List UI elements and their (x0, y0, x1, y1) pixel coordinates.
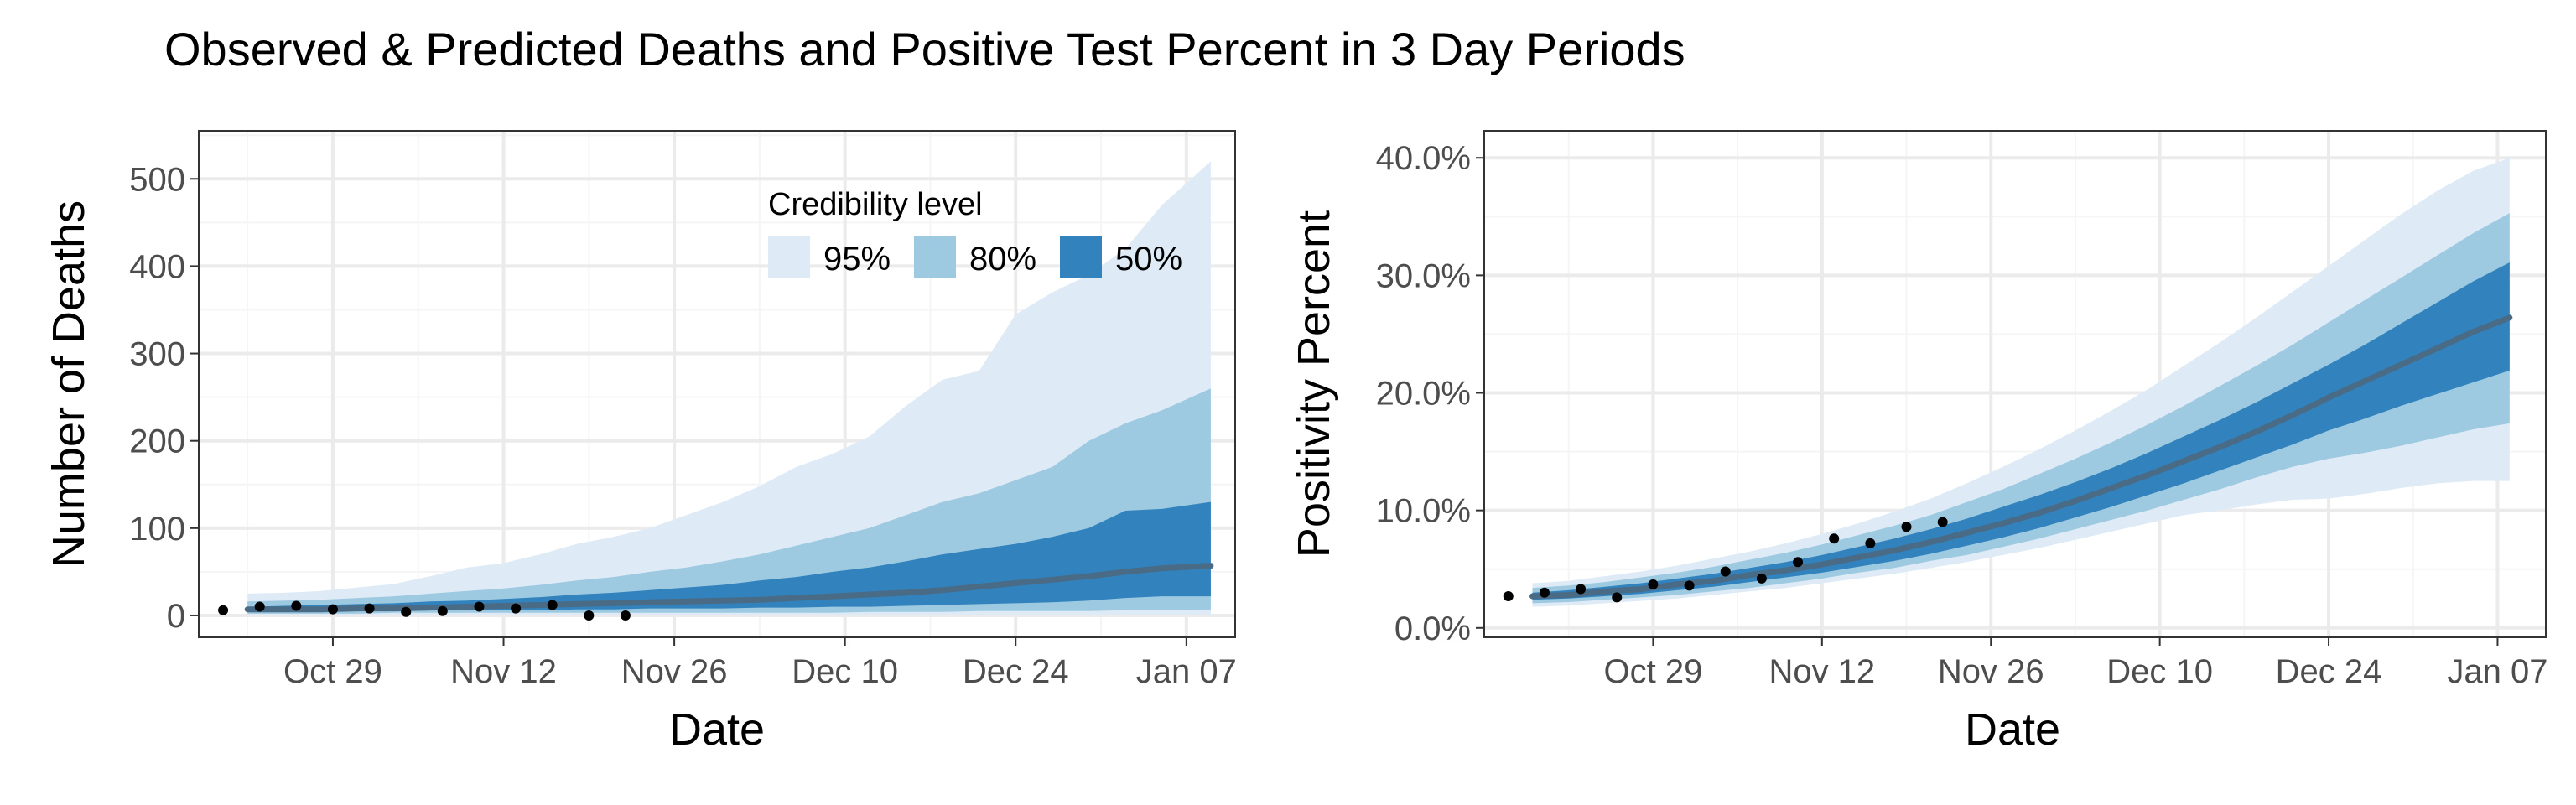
positivity-x-axis: Oct 29 Nov 12 Nov 26 Dec 10 Dec 24 Jan 07 (1603, 637, 2548, 690)
deaths-observed-point (620, 610, 631, 621)
positivity-x-axis-title: Date (1965, 704, 2060, 755)
positivity-observed-points (1503, 517, 1948, 603)
positivity-x-tick-label: Oct 29 (1603, 653, 1702, 690)
deaths-x-tick-label: Jan 07 (1136, 653, 1237, 690)
deaths-y-tick-label: 300 (129, 336, 185, 373)
positivity-y-tick-label: 40.0% (1376, 140, 1471, 177)
positivity-observed-point (1612, 592, 1623, 603)
legend-swatch-50 (1060, 236, 1102, 278)
deaths-observed-point (218, 605, 229, 615)
positivity-observed-point (1829, 533, 1840, 544)
positivity-observed-point (1684, 580, 1695, 591)
deaths-x-tick-label: Oct 29 (283, 653, 382, 690)
positivity-x-tick-label: Nov 26 (1938, 653, 2044, 690)
positivity-y-axis: 0.0% 10.0% 20.0% 30.0% 40.0% (1376, 140, 1484, 647)
deaths-observed-point (511, 603, 522, 614)
positivity-y-axis-title: Positivity Percent (1289, 210, 1339, 558)
deaths-y-tick-label: 0 (167, 598, 185, 635)
deaths-band-50 (247, 501, 1211, 612)
deaths-observed-points (218, 600, 631, 621)
positivity-band-95 (1532, 158, 2510, 607)
positivity-y-tick-label: 20.0% (1376, 376, 1471, 413)
deaths-x-tick-label: Nov 12 (450, 653, 557, 690)
deaths-y-axis: 0 100 200 300 400 500 (129, 161, 199, 635)
deaths-x-tick-label: Nov 26 (621, 653, 728, 690)
positivity-band-50 (1532, 262, 2510, 600)
positivity-median-series (1530, 314, 2513, 600)
positivity-observed-point (1793, 557, 1804, 568)
deaths-y-axis-title: Number of Deaths (44, 200, 94, 568)
deaths-observed-point (401, 606, 412, 617)
deaths-y-tick-label: 400 (129, 248, 185, 285)
positivity-median-line (1530, 314, 2513, 600)
positivity-x-tick-label: Jan 07 (2447, 653, 2547, 690)
deaths-panel-border (198, 130, 1236, 638)
figure-title: Observed & Predicted Deaths and Positive… (164, 23, 1685, 75)
positivity-observed-point (1503, 590, 1514, 601)
deaths-x-axis-title: Date (669, 704, 765, 755)
deaths-observed-point (437, 605, 448, 616)
positivity-y-tick-label: 30.0% (1376, 257, 1471, 294)
deaths-observed-point (474, 601, 485, 612)
deaths-x-axis: Oct 29 Nov 12 Nov 26 Dec 10 Dec 24 Jan 07 (283, 637, 1237, 690)
deaths-x-tick-label: Dec 24 (963, 653, 1069, 690)
positivity-observed-point (1539, 587, 1550, 598)
deaths-credibility-bands (247, 161, 1211, 615)
deaths-observed-point (584, 610, 595, 621)
positivity-observed-point (1648, 579, 1659, 589)
legend-swatch-80 (914, 236, 956, 278)
deaths-y-tick-label: 100 (129, 511, 185, 548)
positivity-observed-point (1937, 517, 1948, 527)
legend: Credibility level 95% 80% 50% (768, 187, 1182, 278)
legend-label-95: 95% (823, 241, 891, 278)
deaths-x-tick-label: Dec 10 (792, 653, 898, 690)
positivity-panel-border (1483, 130, 2547, 638)
positivity-y-tick-label: 0.0% (1394, 610, 1471, 647)
positivity-x-tick-label: Dec 24 (2276, 653, 2382, 690)
positivity-observed-point (1576, 584, 1587, 595)
deaths-y-tick-label: 200 (129, 423, 185, 460)
legend-swatch-95 (768, 236, 810, 278)
legend-title: Credibility level (768, 187, 983, 222)
positivity-y-tick-label: 10.0% (1376, 493, 1471, 530)
positivity-observed-point (1756, 573, 1767, 584)
positivity-credibility-bands (1532, 158, 2510, 607)
positivity-observed-point (1720, 566, 1731, 577)
deaths-observed-point (254, 601, 265, 612)
deaths-observed-point (327, 604, 338, 615)
legend-label-80: 80% (969, 241, 1036, 278)
positivity-x-tick-label: Dec 10 (2106, 653, 2213, 690)
deaths-y-tick-label: 500 (129, 161, 185, 198)
deaths-observed-point (547, 600, 558, 610)
deaths-observed-point (291, 600, 302, 611)
legend-label-50: 50% (1115, 241, 1182, 278)
deaths-panel: 0 100 200 300 400 500 Oct 29 Nov 12 Nov 26 Dec 1… (44, 130, 1237, 755)
positivity-observed-point (1865, 538, 1876, 548)
deaths-observed-point (364, 603, 375, 614)
positivity-observed-point (1901, 522, 1912, 532)
positivity-panel: 0.0% 10.0% 20.0% 30.0% 40.0% Oct 29 Nov 12 Nov… (1289, 130, 2548, 755)
positivity-x-tick-label: Nov 12 (1768, 653, 1875, 690)
